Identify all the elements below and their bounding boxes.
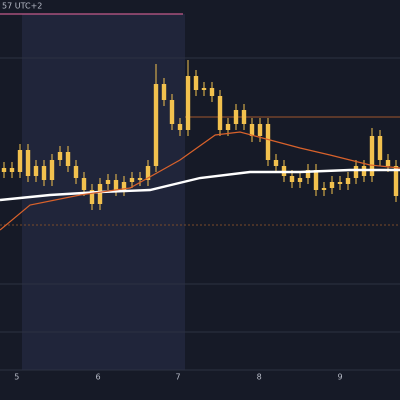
- candle-body: [217, 96, 223, 130]
- candle-body: [385, 160, 391, 166]
- candle-body: [241, 110, 247, 124]
- x-tick-label: 7: [175, 373, 180, 382]
- candle-body: [225, 124, 231, 130]
- candle-body: [337, 182, 343, 184]
- candle-body: [89, 190, 95, 204]
- moving-average: [0, 131, 400, 231]
- candle-body: [209, 88, 215, 96]
- x-tick-label: 6: [95, 373, 100, 382]
- header-text: 57 UTC+2: [2, 2, 42, 11]
- candle-body: [305, 170, 311, 178]
- candle-body: [393, 166, 399, 196]
- candle-body: [377, 136, 383, 160]
- candle-body: [113, 180, 119, 190]
- candle-body: [353, 166, 359, 178]
- candle-body: [321, 188, 327, 190]
- candle-body: [65, 152, 71, 166]
- candle-body: [97, 184, 103, 204]
- candle-body: [17, 150, 23, 172]
- candle-body: [145, 166, 151, 180]
- candle-body: [57, 152, 63, 160]
- candle-body: [329, 182, 335, 188]
- candle-body: [121, 182, 127, 190]
- candle-body: [201, 88, 207, 90]
- candle-body: [1, 168, 7, 172]
- candle-body: [81, 178, 87, 190]
- moving-average: [0, 168, 400, 202]
- candle-body: [33, 166, 39, 176]
- candle-body: [25, 150, 31, 176]
- candle-body: [193, 76, 199, 90]
- candle-body: [137, 178, 143, 180]
- x-tick-label: 5: [14, 373, 19, 382]
- candle-body: [161, 84, 167, 100]
- candle-body: [185, 76, 191, 130]
- candle-body: [369, 136, 375, 176]
- candle-body: [313, 170, 319, 190]
- candle-body: [297, 178, 303, 182]
- candle-body: [273, 160, 279, 166]
- candle-body: [9, 168, 15, 172]
- candle-body: [177, 124, 183, 130]
- candle-body: [249, 124, 255, 136]
- candle-body: [153, 84, 159, 166]
- candle-body: [73, 166, 79, 178]
- candle-body: [169, 100, 175, 124]
- candle-body: [233, 110, 239, 124]
- x-tick-label: 8: [257, 373, 262, 382]
- candle-body: [129, 178, 135, 182]
- candle-body: [105, 180, 111, 184]
- candle-body: [41, 166, 47, 180]
- candle-body: [345, 178, 351, 184]
- x-tick-label: 9: [337, 373, 342, 382]
- candle-body: [265, 124, 271, 160]
- candle-body: [257, 124, 263, 136]
- candle-body: [289, 176, 295, 182]
- candle-body: [49, 160, 55, 180]
